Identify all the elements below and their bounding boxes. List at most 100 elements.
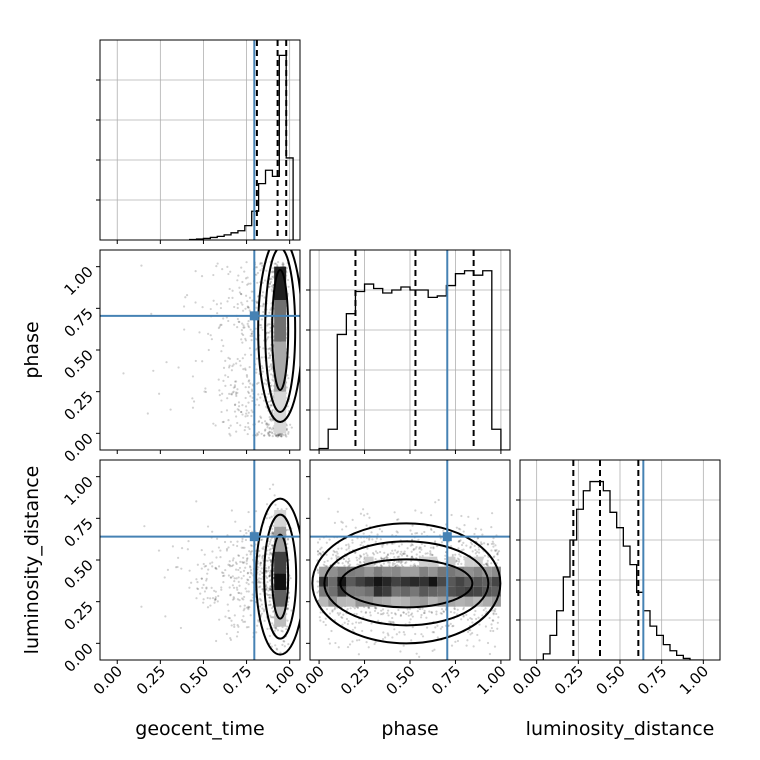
hist-step: [536, 480, 704, 660]
x-tick-label: 0.50: [592, 662, 628, 698]
contour-line: [257, 250, 300, 423]
panel-border: [309, 249, 511, 451]
density-block: [455, 586, 465, 597]
contour-line: [263, 513, 298, 640]
hist-content: [536, 460, 704, 660]
contour-line: [271, 269, 290, 391]
x-tick-label: 0.25: [551, 662, 587, 698]
density-block: [473, 596, 483, 607]
hist-content: [310, 250, 510, 450]
density-block: [482, 576, 492, 587]
contour-line: [323, 540, 490, 627]
density-block: [391, 576, 401, 587]
density-block: [410, 596, 420, 607]
density-block: [274, 551, 287, 574]
panel-joint-geocent-time-phase: 0.00 0.25 0.50 0.75 1.00: [60, 249, 301, 466]
density-block: [346, 576, 356, 587]
xlabel-geocent-time: geocent_time: [135, 718, 264, 740]
density-block: [464, 556, 474, 567]
density-block: [319, 586, 329, 597]
density-block: [482, 566, 492, 577]
density-block: [491, 576, 501, 587]
density-block: [373, 566, 383, 577]
density-block: [491, 586, 501, 597]
x-tick-label: 0.00: [292, 662, 328, 698]
density-block: [473, 566, 483, 577]
density-blocks: [274, 510, 287, 627]
density-block: [337, 586, 347, 597]
truth-marker: [249, 311, 259, 321]
contour-line: [339, 558, 474, 609]
x-tick-label: 0.75: [219, 662, 255, 698]
density-block: [274, 590, 287, 607]
density-block: [382, 566, 392, 577]
density-block: [373, 576, 383, 587]
panel-hist-geocent-time: [96, 39, 301, 244]
x-tick-label: 0.25: [133, 662, 169, 698]
density-block: [391, 596, 401, 607]
density-block: [437, 576, 447, 587]
panel-border: [99, 39, 301, 241]
density-block: [446, 556, 456, 567]
ylabel-luminosity-distance: luminosity_distance: [21, 466, 43, 655]
density-block: [382, 576, 392, 587]
panel-border: [99, 249, 301, 451]
x-tick-label: 0.00: [90, 662, 126, 698]
density-block: [446, 566, 456, 577]
density-block: [274, 300, 287, 342]
panel-border: [309, 459, 511, 661]
density-block: [355, 566, 365, 577]
density-block: [319, 566, 329, 577]
contour-line: [271, 533, 290, 620]
hist-step: [189, 54, 294, 240]
hist-content: [189, 40, 294, 240]
density-block: [446, 576, 456, 587]
density-block: [464, 576, 474, 587]
y-tick-label: 1.00: [60, 263, 96, 299]
x-tick-label: 0.50: [176, 662, 212, 698]
x-tick-label: 1.00: [676, 662, 712, 698]
x-tick-label: 0.25: [337, 662, 373, 698]
y-tick-label: 0.75: [60, 514, 96, 550]
y-tick-label: 0.75: [60, 304, 96, 340]
density-block: [274, 526, 287, 552]
density-block: [410, 576, 420, 587]
density-block: [464, 596, 474, 607]
ylabel-phase: phase: [21, 321, 43, 378]
density-block: [473, 586, 483, 597]
density-block: [319, 596, 329, 607]
density-block: [491, 566, 501, 577]
density-block: [464, 566, 474, 577]
contour-line: [264, 250, 297, 413]
joint-content: [310, 460, 510, 660]
x-tick-label: 0.75: [634, 662, 670, 698]
density-block: [455, 596, 465, 607]
truth-marker: [442, 532, 452, 542]
density-block: [400, 566, 410, 577]
density-block: [410, 566, 420, 577]
density-block: [382, 586, 392, 597]
density-block: [364, 566, 374, 577]
joint-content: [100, 250, 300, 450]
density-block: [419, 586, 429, 597]
x-tick-label: 0.75: [428, 662, 464, 698]
density-block: [373, 596, 383, 607]
density-block: [419, 576, 429, 587]
density-block: [446, 586, 456, 597]
density-block: [391, 566, 401, 577]
density-block: [428, 576, 438, 587]
density-block: [419, 556, 429, 567]
density-block: [364, 586, 374, 597]
density-block: [364, 596, 374, 607]
density-block: [428, 566, 438, 577]
density-block: [337, 576, 347, 587]
density-block: [400, 576, 410, 587]
panel-joint-phase-luminosity-distance: 0.00 0.25 0.50 0.75 1.00: [292, 459, 511, 698]
density-block: [355, 576, 365, 587]
density-block: [428, 596, 438, 607]
panel-joint-geocent-time-luminosity-distance: 0.00 0.25 0.50 0.75 1.000.000.250.500.751.00: [60, 459, 301, 698]
density-block: [364, 576, 374, 587]
y-tick-label: 0.00: [60, 639, 96, 675]
density-block: [419, 566, 429, 577]
density-block: [410, 586, 420, 597]
